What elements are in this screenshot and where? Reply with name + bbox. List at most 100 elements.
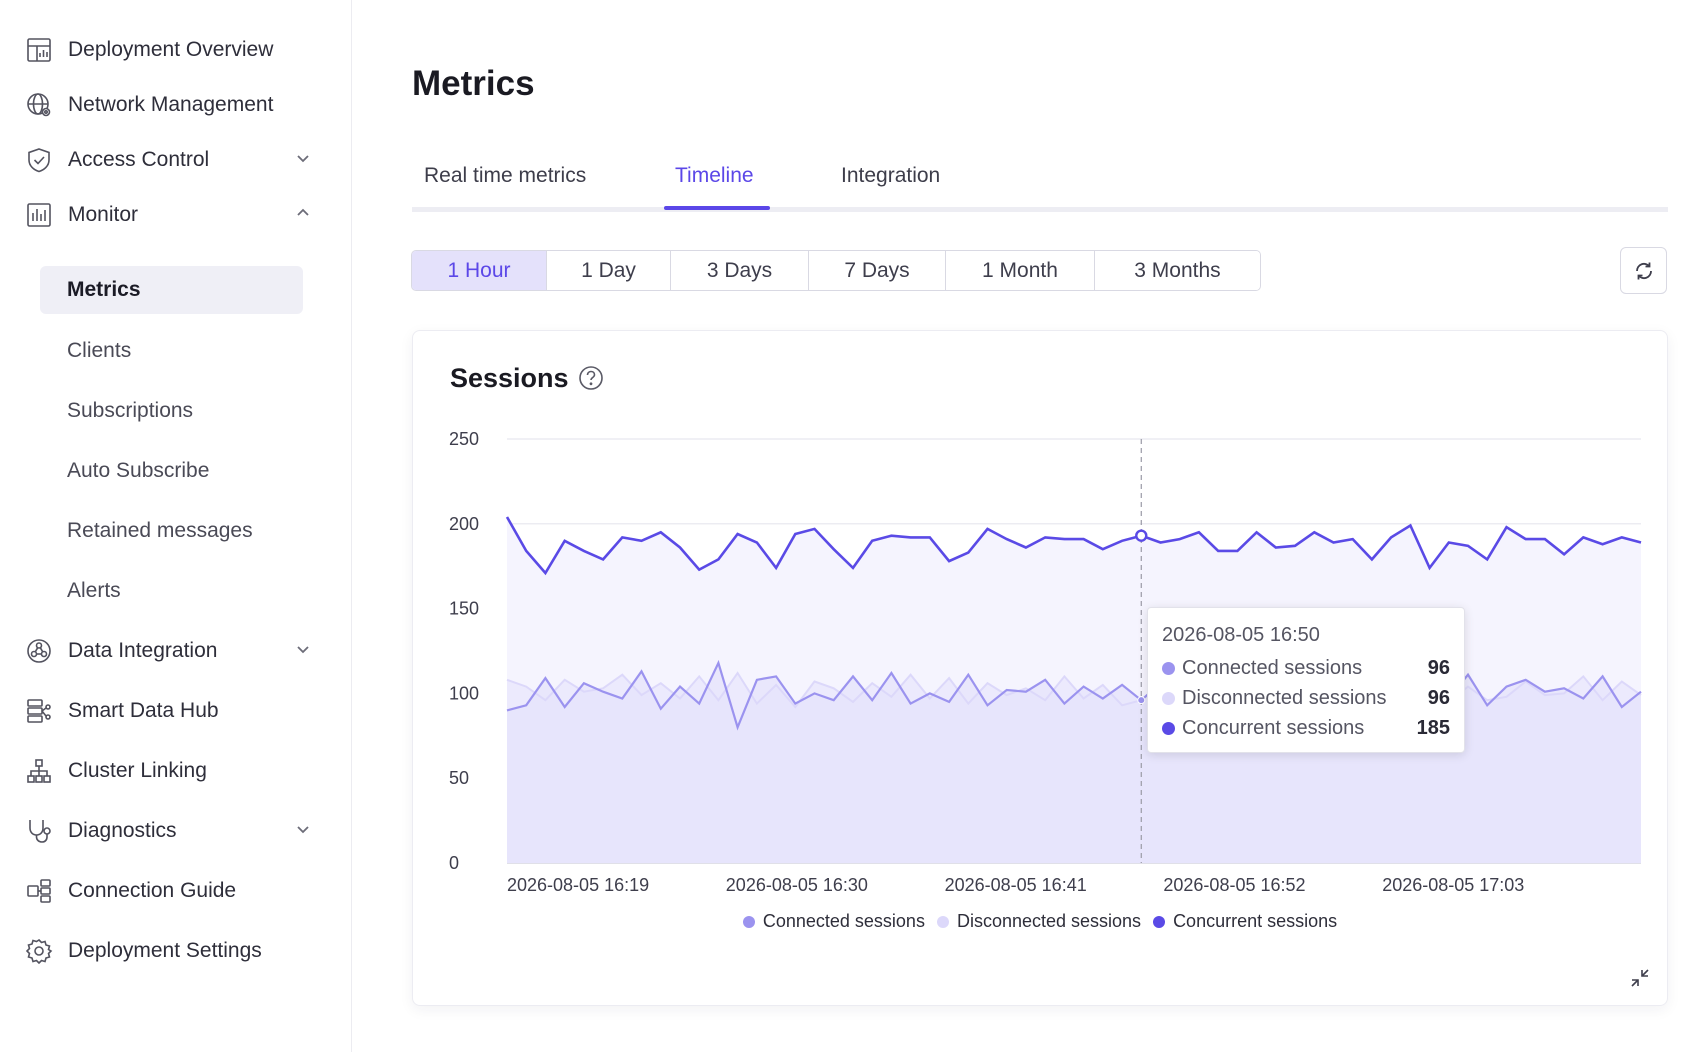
sidebar-subitem-retained-messages[interactable]: Retained messages xyxy=(40,507,303,555)
range-3-days-button[interactable]: 3 Days xyxy=(671,251,809,290)
chart-tooltip: 2026-08-05 16:50 Connected sessions 96 D… xyxy=(1147,607,1465,753)
chevron-up-icon[interactable] xyxy=(294,204,314,224)
sidebar-item-deployment-overview[interactable]: Deployment Overview xyxy=(24,27,314,73)
time-range-selector: 1 Hour 1 Day 3 Days 7 Days 1 Month 3 Mon… xyxy=(411,250,1261,291)
sidebar-item-cluster-linking[interactable]: Cluster Linking xyxy=(24,748,314,794)
sessions-chart-card: Sessions 0 50 100 150 200 250 2026-08-05 16:19… xyxy=(412,330,1668,1006)
sidebar-subitem-auto-subscribe[interactable]: Auto Subscribe xyxy=(40,447,303,495)
x-tick-label: 2026-08-05 16:52 xyxy=(1163,875,1305,895)
y-tick-label: 250 xyxy=(449,429,479,449)
bar-chart-icon xyxy=(24,200,54,230)
x-tick-label: 2026-08-05 16:30 xyxy=(726,875,868,895)
sidebar-subitem-subscriptions[interactable]: Subscriptions xyxy=(40,387,303,435)
sidebar-item-label: Data Integration xyxy=(68,639,218,662)
y-tick-label: 0 xyxy=(449,853,459,873)
sidebar-item-label: Monitor xyxy=(68,203,139,226)
range-7-days-button[interactable]: 7 Days xyxy=(809,251,946,290)
sidebar-subitem-metrics[interactable]: Metrics xyxy=(40,266,303,314)
sidebar-subitem-label: Retained messages xyxy=(67,519,253,542)
y-tick-label: 150 xyxy=(449,599,479,619)
tooltip-row-disconnected: Disconnected sessions 96 xyxy=(1162,683,1450,713)
legend-label: Concurrent sessions xyxy=(1173,911,1338,931)
hover-point-connected xyxy=(1137,696,1146,705)
legend-item-connected[interactable]: Connected sessions xyxy=(742,911,925,932)
help-icon[interactable] xyxy=(578,365,604,391)
legend-item-disconnected[interactable]: Disconnected sessions xyxy=(936,911,1142,932)
sidebar-item-label: Deployment Overview xyxy=(68,38,274,61)
sidebar-item-label: Access Control xyxy=(68,148,210,171)
sidebar-item-label: Network Management xyxy=(68,93,274,116)
sidebar-item-network-management[interactable]: Network Management xyxy=(24,82,314,128)
connection-icon xyxy=(24,876,54,906)
chevron-down-icon[interactable] xyxy=(294,149,314,169)
legend-dot xyxy=(742,915,755,928)
y-tick-label: 50 xyxy=(449,768,469,788)
gear-icon xyxy=(24,936,54,966)
sidebar-subitem-label: Subscriptions xyxy=(67,399,194,422)
sidebar-item-label: Diagnostics xyxy=(68,819,177,842)
sidebar-subitem-label: Metrics xyxy=(67,278,141,301)
globe-gear-icon xyxy=(24,90,54,120)
tab-real-time-metrics[interactable]: Real time metrics xyxy=(424,164,587,187)
sidebar: Deployment Overview Network Management A… xyxy=(0,0,352,1052)
sidebar-subitem-alerts[interactable]: Alerts xyxy=(40,567,303,615)
tooltip-dot xyxy=(1162,691,1175,705)
refresh-icon xyxy=(1632,259,1656,283)
sidebar-subitem-label: Clients xyxy=(67,339,132,362)
tooltip-label: Connected sessions xyxy=(1182,656,1363,679)
tab-timeline[interactable]: Timeline xyxy=(675,164,754,187)
chevron-down-icon[interactable] xyxy=(294,820,314,840)
sidebar-subitem-clients[interactable]: Clients xyxy=(40,327,303,375)
sidebar-item-diagnostics[interactable]: Diagnostics xyxy=(24,808,314,854)
sidebar-item-smart-data-hub[interactable]: Smart Data Hub xyxy=(24,688,314,734)
sidebar-item-label: Smart Data Hub xyxy=(68,699,219,722)
tooltip-value: 96 xyxy=(1427,656,1450,679)
sidebar-item-deployment-settings[interactable]: Deployment Settings xyxy=(24,928,314,974)
x-tick-label: 2026-08-05 16:19 xyxy=(507,875,649,895)
refresh-button[interactable] xyxy=(1620,247,1667,294)
tooltip-dot xyxy=(1162,721,1175,735)
integration-icon xyxy=(24,636,54,666)
range-1-hour-button[interactable]: 1 Hour xyxy=(412,251,547,290)
range-1-day-button[interactable]: 1 Day xyxy=(547,251,671,290)
tooltip-value: 96 xyxy=(1427,686,1450,709)
tooltip-value: 185 xyxy=(1416,716,1450,739)
sidebar-item-label: Deployment Settings xyxy=(68,939,262,962)
cluster-icon xyxy=(24,756,54,786)
tooltip-dot xyxy=(1162,661,1175,675)
concurrent-sessions-line xyxy=(505,516,1642,576)
tooltip-time: 2026-08-05 16:50 xyxy=(1162,624,1320,646)
legend-dot xyxy=(1153,915,1166,928)
legend-dot xyxy=(936,915,949,928)
sidebar-item-access-control[interactable]: Access Control xyxy=(24,137,314,183)
sidebar-item-data-integration[interactable]: Data Integration xyxy=(24,628,314,674)
tooltip-label: Disconnected sessions xyxy=(1182,686,1387,709)
sessions-chart[interactable]: 0 50 100 150 200 250 2026-08-05 16:19 2026-08-0… xyxy=(413,331,1669,951)
card-title: Sessions xyxy=(450,363,569,393)
legend-item-concurrent[interactable]: Concurrent sessions xyxy=(1153,911,1337,932)
chevron-down-icon[interactable] xyxy=(294,640,314,660)
tooltip-label: Concurrent sessions xyxy=(1182,716,1365,739)
hover-point-concurrent xyxy=(1135,529,1148,542)
sidebar-subitem-label: Auto Subscribe xyxy=(67,459,210,482)
legend-label: Disconnected sessions xyxy=(956,911,1142,931)
tab-integration[interactable]: Integration xyxy=(841,164,941,187)
chart-legend: Connected sessions Disconnected sessions… xyxy=(413,911,1667,932)
sidebar-item-label: Connection Guide xyxy=(68,879,237,902)
sidebar-item-label: Cluster Linking xyxy=(68,759,207,782)
x-tick-label: 2026-08-05 16:41 xyxy=(945,875,1087,895)
collapse-icon[interactable] xyxy=(1629,967,1653,991)
y-tick-label: 200 xyxy=(449,514,479,534)
shield-check-icon xyxy=(24,145,54,175)
range-3-months-button[interactable]: 3 Months xyxy=(1095,251,1260,290)
data-hub-icon xyxy=(24,696,54,726)
sidebar-item-connection-guide[interactable]: Connection Guide xyxy=(24,868,314,914)
tooltip-row-connected: Connected sessions 96 xyxy=(1162,653,1450,683)
sidebar-item-monitor[interactable]: Monitor xyxy=(24,192,314,238)
tooltip-row-concurrent: Concurrent sessions 185 xyxy=(1162,713,1450,743)
range-1-month-button[interactable]: 1 Month xyxy=(946,251,1095,290)
tab-bar: Real time metrics Timeline Integration xyxy=(412,150,1668,212)
dashboard-icon xyxy=(24,35,54,65)
active-tab-indicator xyxy=(664,206,770,210)
page-title: Metrics xyxy=(412,64,535,103)
